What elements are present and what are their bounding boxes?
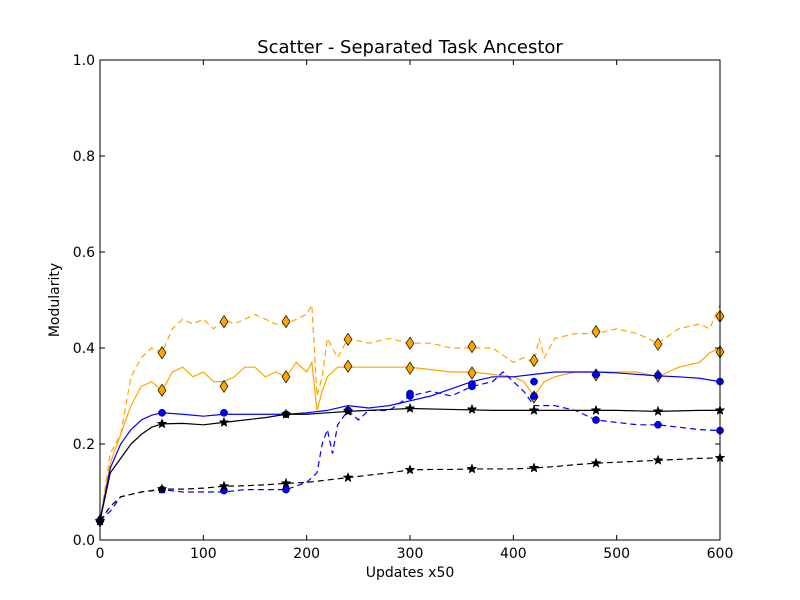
series-marker [591,325,601,339]
series-marker [405,336,415,350]
series-marker [592,370,600,379]
series-marker [592,416,600,424]
series-line [99,407,720,521]
y-axis-label: Modularity [47,263,63,337]
series-marker [590,457,602,468]
series-marker [404,402,416,414]
series [96,371,724,525]
series-marker [157,383,167,397]
y-tick-label: 1.0 [73,53,95,69]
series-line [99,302,721,521]
series-marker [218,416,230,428]
series-marker [280,477,292,488]
series-marker [157,346,167,360]
series [95,345,725,528]
y-tick-label: 0.4 [73,341,95,357]
series-marker [468,380,476,388]
y-axis: 0.0 0.2 0.4 0.6 0.8 1.0 [73,53,720,549]
series [95,302,725,528]
series-marker [343,359,353,373]
series-marker [652,405,664,416]
series-marker [653,337,663,351]
series-marker [528,462,540,473]
series-marker [405,361,415,375]
series-marker [156,483,168,494]
x-tick-label: 300 [397,546,424,562]
series-marker [466,403,478,415]
x-tick-label: 200 [293,546,320,562]
x-axis: 0 100 200 300 400 500 600 [96,60,734,562]
series-marker [280,408,292,419]
x-tick-label: 600 [707,546,734,562]
series-marker [219,314,229,329]
series-marker [343,332,353,346]
series [94,402,726,526]
x-axis-label: Updates x50 [366,565,455,581]
series-line [99,371,721,521]
series-marker [654,420,662,429]
series-marker [590,404,602,416]
series-marker [466,463,478,474]
series-marker [282,485,290,494]
series-marker [342,405,354,416]
series-marker [652,454,664,465]
series-marker [467,339,477,354]
series-marker [406,389,414,398]
series-marker [530,392,538,400]
x-tick-label: 400 [500,546,527,562]
y-tick-label: 0.0 [73,533,95,549]
x-tick-label: 0 [96,546,105,562]
series-marker [342,471,354,483]
series-marker [220,408,228,417]
y-tick-label: 0.8 [73,149,95,165]
series-marker [654,371,662,380]
series [94,452,726,526]
series-marker [158,408,166,417]
x-tick-label: 500 [603,546,630,562]
series-marker [281,314,291,329]
series-marker [156,418,168,429]
series-line [99,371,721,522]
series-marker [467,366,477,380]
chart-title: Scatter - Separated Task Ancestor [257,37,563,58]
plot-series [94,302,726,528]
series-marker [528,404,540,416]
series-marker [218,480,230,491]
y-tick-label: 0.6 [73,245,95,261]
series-marker [281,370,291,384]
x-tick-label: 100 [190,546,217,562]
series-marker [404,464,416,475]
series-line [99,457,721,522]
series-marker [529,353,539,368]
y-tick-label: 0.2 [73,437,95,453]
series-marker [219,379,229,394]
series-marker [530,377,538,386]
